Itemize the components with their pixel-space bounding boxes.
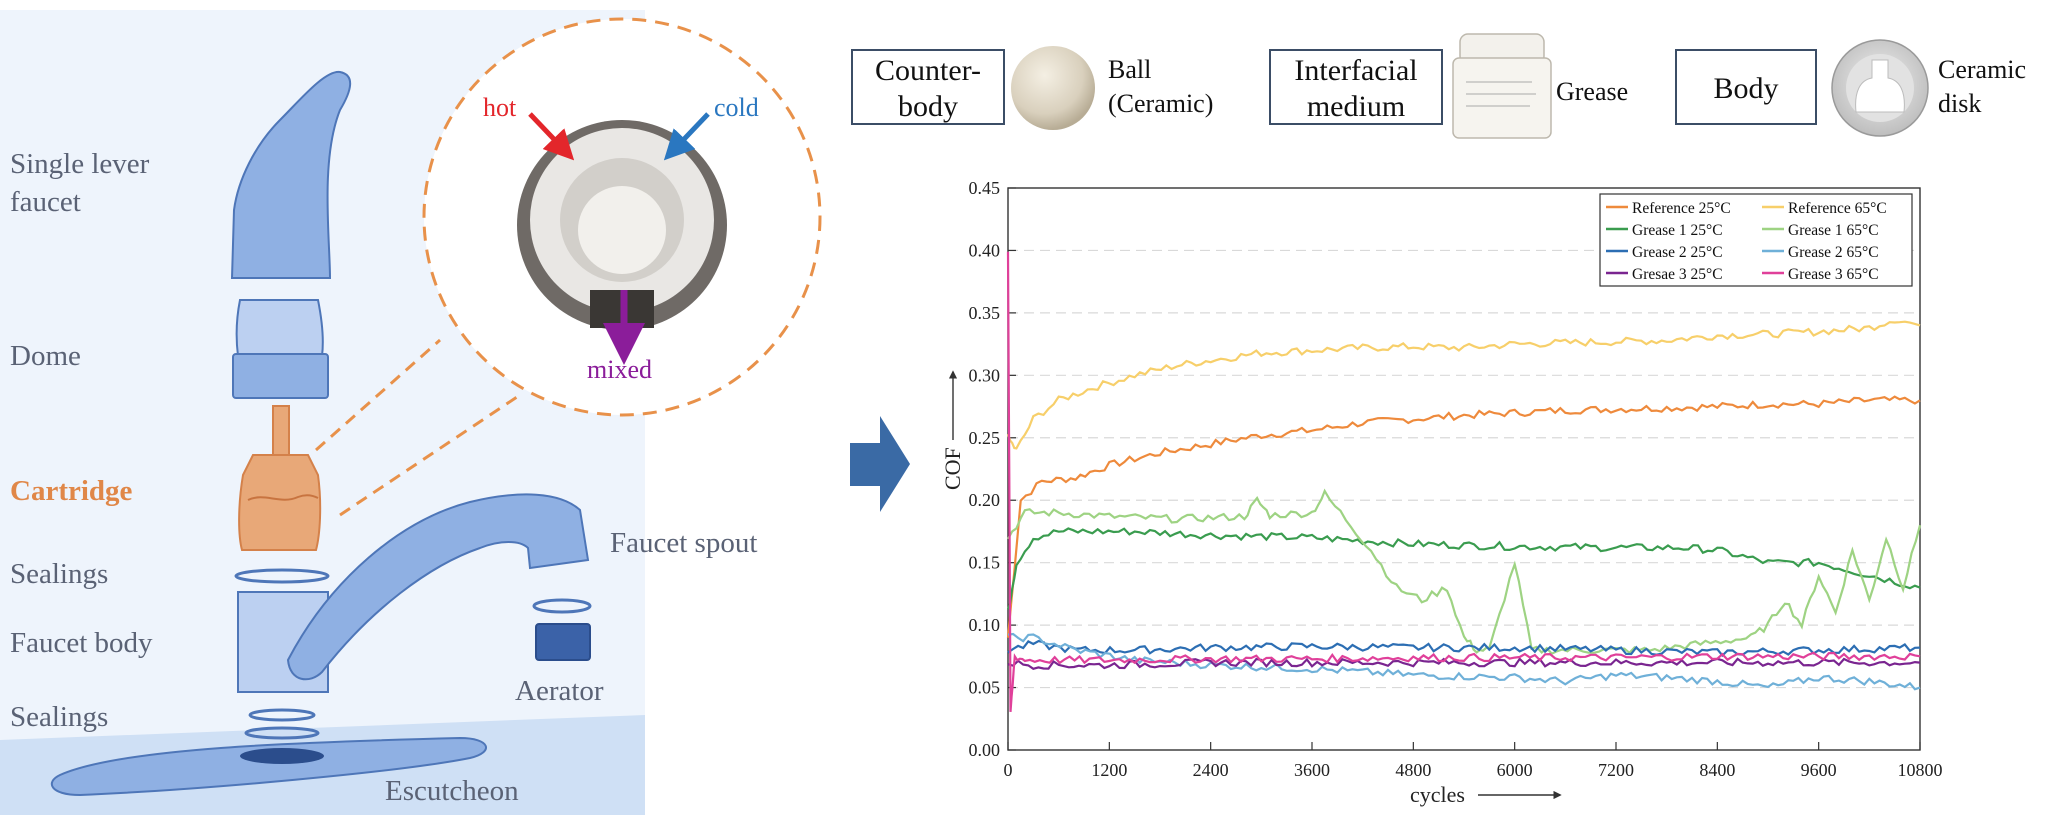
legend-entry: Grease 3 65°C: [1788, 266, 1879, 283]
inset-cartridge-disk: [578, 186, 666, 274]
sealing-ring-top: [234, 568, 330, 584]
counter-body-title-2: body: [898, 90, 958, 123]
faucet-body-label: Faucet body: [10, 627, 153, 659]
body-box: [1675, 49, 1817, 125]
x-tick-label: 1200: [1091, 760, 1127, 780]
counter-body-box: [851, 49, 1005, 125]
x-tick-label: 10800: [1898, 760, 1943, 780]
lever-label-line2: faucet: [10, 186, 81, 218]
body-title: Body: [1713, 72, 1778, 105]
tribo-header: Counter- body Ball (Ceramic) Interfacial…: [851, 33, 2026, 139]
aerator-ring: [532, 598, 592, 614]
interfacial-medium-title-1: Interfacial: [1294, 54, 1417, 87]
dome-top-shape: [235, 299, 324, 357]
interfacial-medium-box: [1269, 49, 1443, 125]
callout-line-top: [315, 338, 441, 452]
cold-arrow: [663, 112, 710, 161]
faucet-diagram: Single lever faucet Dome Cartridge Seali…: [0, 10, 822, 815]
series-line-1: [1006, 395, 1921, 638]
hot-label: hot: [483, 93, 517, 122]
counter-body-title-1: Counter-: [875, 54, 981, 87]
y-tick-label: 0.10: [969, 615, 1001, 635]
sealings-top-label: Sealings: [10, 558, 108, 590]
grease-jar-icon: [1452, 33, 1552, 139]
dome-base-shape: [232, 353, 329, 399]
escutcheon-shape: [50, 736, 487, 797]
cartridge-stem: [272, 405, 290, 457]
legend-entry: Grease 1 25°C: [1632, 222, 1723, 239]
interfacial-medium-title-2: medium: [1307, 90, 1405, 123]
legend-entry: Reference 65°C: [1788, 200, 1887, 217]
interfacial-medium-item: Grease: [1556, 77, 1628, 106]
chart-grid: [1008, 249, 1920, 689]
series-line-4: [1007, 488, 1922, 656]
legend-entry: Grease 2 65°C: [1788, 244, 1879, 261]
cof-chart: 0.00 0.05 0.10 0.15 0.20 0.25 0.30 0.35 0.40 0.45…: [940, 178, 1943, 807]
aerator-label: Aerator: [515, 675, 604, 707]
sealing-ring-bottom-2: [244, 726, 320, 740]
cartridge-inset: hot cold mixed: [422, 17, 822, 417]
y-tick-label: 0.25: [969, 428, 1001, 448]
y-axis-label: COF: [940, 447, 965, 490]
y-tick-label: 0.35: [969, 303, 1001, 323]
callout-line-bottom: [339, 393, 521, 517]
series-line-3: [1006, 527, 1921, 610]
series-line-2: [1006, 320, 1921, 450]
cartridge-body-shape: [238, 454, 322, 551]
series-line-7: [1007, 657, 1921, 670]
y-tick-label: 0.45: [969, 178, 1001, 198]
x-tick-label: 9600: [1801, 760, 1837, 780]
mixed-label: mixed: [587, 355, 652, 384]
chart-plot-frame: [1007, 187, 1921, 751]
y-tick-label: 0.00: [969, 740, 1001, 760]
flow-arrow-icon: [850, 416, 910, 512]
cold-label: cold: [714, 93, 759, 122]
ceramic-disk-icon: [1831, 39, 1929, 137]
legend-entry: Reference 25°C: [1632, 200, 1731, 217]
body-item-1: Ceramic: [1938, 55, 2026, 84]
x-tick-label: 0: [1004, 760, 1013, 780]
y-tick-label: 0.40: [969, 240, 1001, 260]
counter-body-item-1: Ball: [1108, 55, 1151, 84]
dome-label: Dome: [10, 340, 81, 372]
chart-legend: Reference 25°C Grease 1 25°C Grease 2 25°C…: [1599, 193, 1913, 287]
y-tick-label: 0.20: [969, 490, 1001, 510]
series-line-8: [1006, 251, 1921, 712]
x-tick-label: 8400: [1699, 760, 1735, 780]
chart-ticks: 0.00 0.05 0.10 0.15 0.20 0.25 0.30 0.35 0.40 0.45…: [969, 178, 1943, 780]
escutcheon-hole: [240, 748, 324, 764]
chart-series: [1006, 251, 1922, 712]
hot-arrow: [528, 112, 575, 161]
legend-entry: Grease 2 25°C: [1632, 244, 1723, 261]
y-tick-label: 0.05: [969, 678, 1001, 698]
x-tick-label: 3600: [1294, 760, 1330, 780]
x-axis-label: cycles: [1410, 782, 1465, 807]
lever-shape: [230, 70, 352, 279]
faucet-spout-shape: [286, 493, 590, 681]
legend-entry: Grease 1 65°C: [1788, 222, 1879, 239]
ceramic-ball-icon: [1011, 46, 1095, 130]
escutcheon-label: Escutcheon: [385, 775, 519, 807]
legend-frame: [1599, 193, 1913, 287]
series-line-5: [1007, 639, 1921, 658]
legend-entry: Gresae 3 25°C: [1632, 266, 1723, 283]
sealing-ring-bottom-1: [248, 708, 316, 722]
y-tick-label: 0.30: [969, 365, 1001, 385]
x-tick-label: 6000: [1497, 760, 1533, 780]
spout-label: Faucet spout: [610, 527, 757, 559]
x-tick-label: 7200: [1598, 760, 1634, 780]
body-item-2: disk: [1938, 89, 1981, 118]
sealings-bottom-label: Sealings: [10, 701, 108, 733]
x-tick-label: 2400: [1193, 760, 1229, 780]
lever-label-line1: Single lever: [10, 148, 150, 180]
aerator-shape: [535, 623, 591, 661]
cartridge-label: Cartridge: [10, 475, 133, 507]
y-tick-label: 0.15: [969, 553, 1001, 573]
counter-body-item-2: (Ceramic): [1108, 89, 1213, 118]
cartridge-ridge: [247, 494, 319, 501]
x-tick-label: 4800: [1395, 760, 1431, 780]
